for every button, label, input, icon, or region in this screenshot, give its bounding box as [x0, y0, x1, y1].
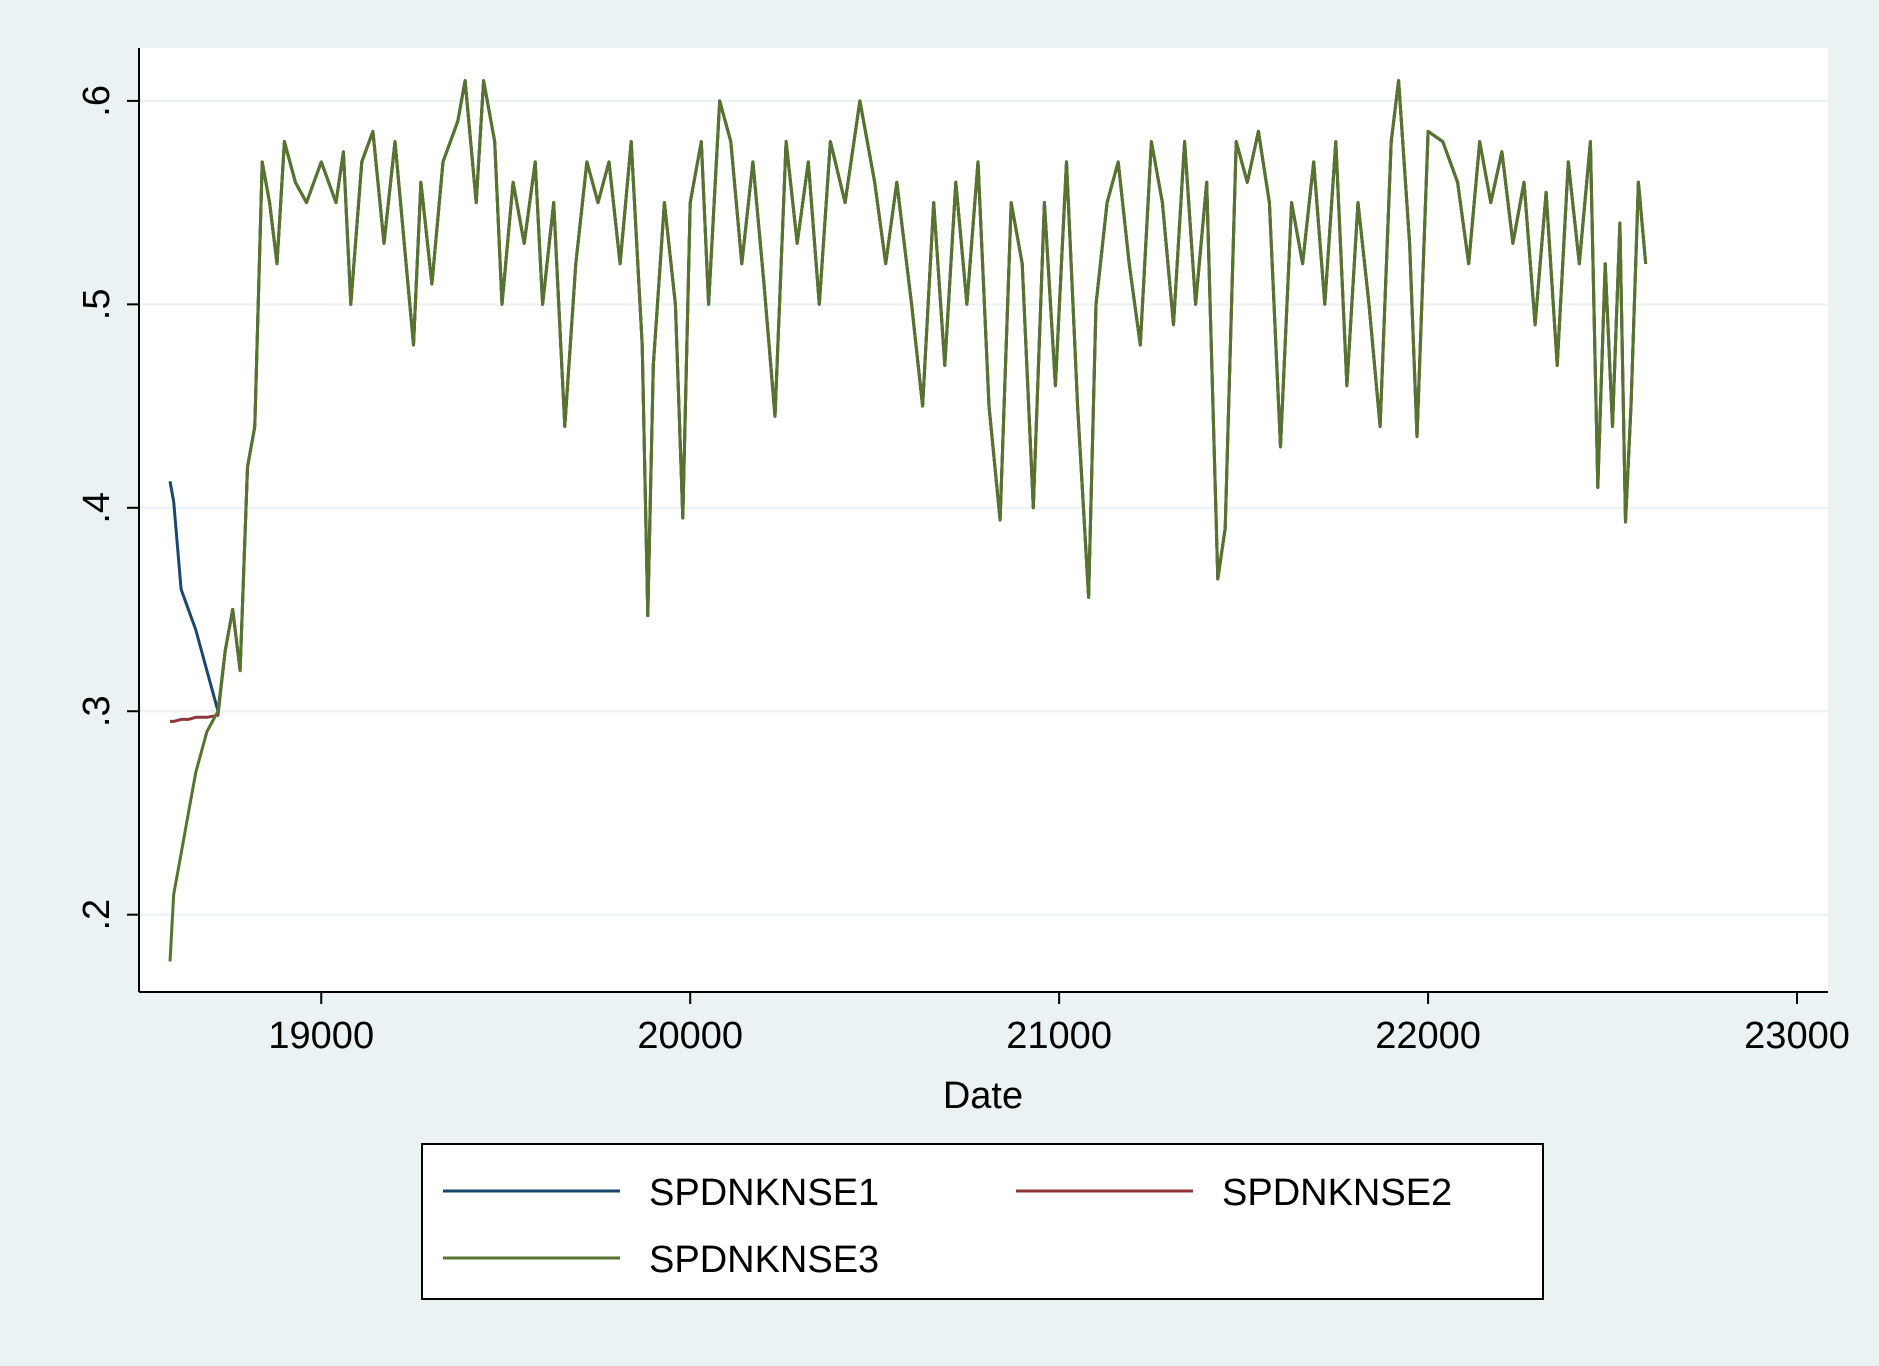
legend-box [421, 1143, 1544, 1300]
y-tick-label: .2 [76, 899, 118, 931]
y-tick-label: .6 [76, 85, 118, 117]
legend-label: SPDNKNSE2 [1222, 1172, 1452, 1214]
x-tick-label: 20000 [637, 1015, 743, 1057]
x-tick-label: 21000 [1006, 1015, 1112, 1057]
x-axis-title: Date [943, 1075, 1023, 1117]
legend-label: SPDNKNSE1 [649, 1172, 879, 1214]
x-tick-label: 23000 [1744, 1015, 1850, 1057]
plot-area [139, 48, 1828, 992]
legend-label: SPDNKNSE3 [649, 1239, 879, 1281]
y-tick-label: .5 [76, 288, 118, 320]
y-tick-label: .4 [76, 492, 118, 524]
y-tick-label: .3 [76, 695, 118, 727]
x-tick-label: 22000 [1375, 1015, 1481, 1057]
series-line [168, 79, 1648, 962]
x-tick-label: 19000 [268, 1015, 374, 1057]
